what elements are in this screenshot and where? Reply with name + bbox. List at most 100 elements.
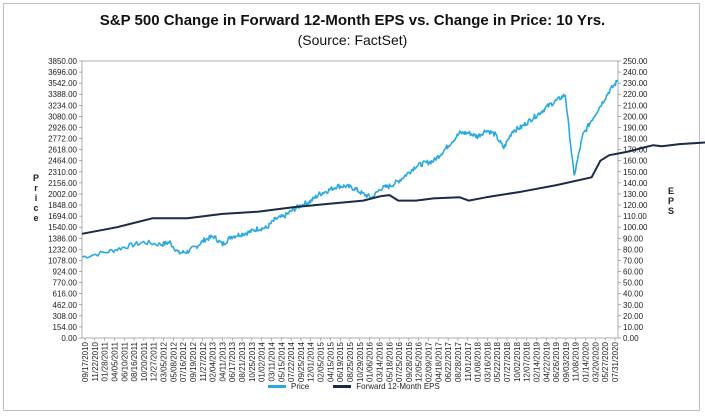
x-tick-label: 06/19/2015 (336, 341, 345, 382)
y-left-tick-label: 3542.00 (48, 79, 77, 88)
x-tick-label: 10/29/2015 (356, 341, 365, 382)
x-tick-label: 09/19/2012 (189, 341, 198, 382)
x-tick-label: 08/16/2011 (130, 341, 139, 381)
x-tick-label: 03/11/2014 (267, 341, 276, 381)
y-right-tick-label: 130.00 (623, 190, 648, 199)
x-tick-label: 09/17/2010 (81, 341, 90, 382)
y-left-tick-label: 3696.00 (48, 68, 77, 77)
y-left-axis-label-letter: c (33, 203, 38, 213)
y-left-tick-label: 1694.00 (48, 212, 77, 221)
y-left-tick-label: 0.00 (61, 334, 77, 343)
x-tick-label: 03/05/2012 (160, 341, 169, 382)
y-left-tick-label: 1848.00 (48, 201, 77, 210)
y-right-axis-label-letter: P (668, 196, 674, 206)
x-tick-label: 11/08/2019 (572, 341, 581, 381)
chart-subtitle: (Source: FactSet) (297, 32, 408, 48)
x-tick-label: 04/18/2017 (434, 341, 443, 382)
y-right-tick-label: 210.00 (623, 101, 648, 110)
x-tick-label: 06/10/2011 (120, 341, 129, 381)
y-left-tick-label: 154.00 (53, 323, 78, 332)
x-tick-label: 05/22/2018 (493, 341, 502, 382)
y-left-tick-label: 308.00 (53, 312, 78, 321)
y-right-tick-label: 0.00 (623, 334, 639, 343)
y-right-tick-label: 230.00 (623, 79, 648, 88)
x-tick-label: 02/05/2015 (317, 341, 326, 382)
y-left-tick-label: 2002.00 (48, 190, 77, 199)
y-right-tick-label: 110.00 (623, 212, 647, 221)
y-left-tick-label: 2926.00 (48, 123, 77, 132)
x-tick-label: 10/20/2011 (140, 341, 149, 381)
legend-label-eps: Forward 12-Month EPS (356, 382, 440, 391)
x-tick-label: 12/27/2011 (150, 341, 159, 381)
x-tick-label: 01/14/2020 (582, 341, 591, 382)
x-tick-label: 05/27/2020 (601, 341, 610, 382)
y-left-tick-label: 3234.00 (48, 101, 77, 110)
y-right-tick-label: 80.00 (623, 245, 644, 254)
y-right-tick-label: 100.00 (623, 223, 648, 232)
chart-legend: Price Forward 12-Month EPS (268, 382, 464, 391)
x-tick-label: 04/22/2019 (542, 341, 551, 382)
y-right-tick-label: 220.00 (623, 90, 648, 99)
y-right-tick-label: 90.00 (623, 234, 644, 243)
x-tick-label: 12/07/2018 (523, 341, 532, 382)
x-tick-label: 09/28/2016 (405, 341, 414, 382)
x-tick-label: 06/22/2017 (444, 341, 453, 382)
y-right-tick-label: 40.00 (623, 290, 644, 299)
y-left-tick-label: 2156.00 (48, 179, 77, 188)
x-tick-label: 05/18/2016 (385, 341, 394, 382)
legend-swatch-eps (333, 385, 352, 388)
y-left-tick-label: 2772.00 (48, 135, 77, 144)
y-right-tick-label: 20.00 (623, 312, 644, 321)
x-tick-label: 01/28/2011 (101, 341, 110, 381)
x-tick-label: 03/14/2016 (375, 341, 384, 382)
x-tick-label: 03/16/2018 (483, 341, 492, 382)
y-left-tick-label: 2310.00 (48, 168, 77, 177)
x-tick-label: 05/08/2012 (169, 341, 178, 382)
x-tick-label: 05/15/2014 (277, 341, 286, 382)
x-tick-label: 02/04/2013 (209, 341, 218, 382)
x-tick-label: 01/06/2016 (366, 341, 375, 382)
x-tick-label: 10/02/2018 (513, 341, 522, 382)
x-tick-label: 09/03/2019 (562, 341, 571, 382)
y-left-tick-label: 1232.00 (48, 245, 77, 254)
x-tick-label: 02/09/2017 (425, 341, 434, 382)
y-left-axis-label-letter: i (35, 193, 38, 203)
x-tick-label: 12/05/2016 (415, 341, 424, 382)
x-tick-label: 03/20/2020 (591, 341, 600, 382)
x-tick-label: 11/22/2010 (91, 341, 100, 381)
x-tick-label: 04/05/2011 (110, 341, 119, 381)
y-right-tick-label: 160.00 (623, 157, 648, 166)
y-right-axis-label-letter: S (668, 206, 674, 216)
x-tick-label: 08/21/2013 (238, 341, 247, 382)
x-tick-label: 02/14/2019 (532, 341, 541, 382)
y-left-tick-label: 2618.00 (48, 146, 77, 155)
y-right-tick-label: 240.00 (623, 68, 648, 77)
x-tick-label: 01/02/2014 (258, 341, 267, 382)
legend-swatch-price (268, 385, 286, 388)
y-right-tick-label: 60.00 (623, 268, 644, 277)
y-left-tick-label: 3080.00 (48, 112, 77, 121)
x-tick-label: 10/25/2013 (248, 341, 257, 382)
y-right-tick-label: 200.00 (623, 112, 648, 121)
x-tick-label: 04/11/2013 (218, 341, 227, 381)
x-tick-label: 07/16/2012 (179, 341, 188, 382)
x-tick-label: 07/27/2018 (503, 341, 512, 382)
y-right-tick-label: 250.00 (623, 57, 648, 66)
y-left-axis-label-letter: e (33, 213, 38, 223)
series-line-forward-eps (81, 141, 705, 235)
x-tick-label: 11/01/2017 (464, 341, 473, 381)
y-left-tick-label: 1386.00 (48, 234, 77, 243)
x-tick-label: 07/22/2014 (287, 341, 296, 382)
y-right-tick-label: 30.00 (623, 301, 644, 310)
x-tick-label: 09/25/2014 (297, 341, 306, 382)
chart-frame (3, 3, 700, 411)
x-tick-label: 04/15/2015 (326, 341, 335, 382)
legend-label-price: Price (291, 382, 310, 391)
x-tick-label: 08/25/2015 (346, 341, 355, 382)
x-tick-label: 01/08/2018 (474, 341, 483, 382)
y-right-tick-label: 10.00 (623, 323, 644, 332)
y-left-tick-label: 3850.00 (48, 57, 77, 66)
y-right-tick-label: 70.00 (623, 256, 644, 265)
y-left-tick-label: 1540.00 (48, 223, 77, 232)
